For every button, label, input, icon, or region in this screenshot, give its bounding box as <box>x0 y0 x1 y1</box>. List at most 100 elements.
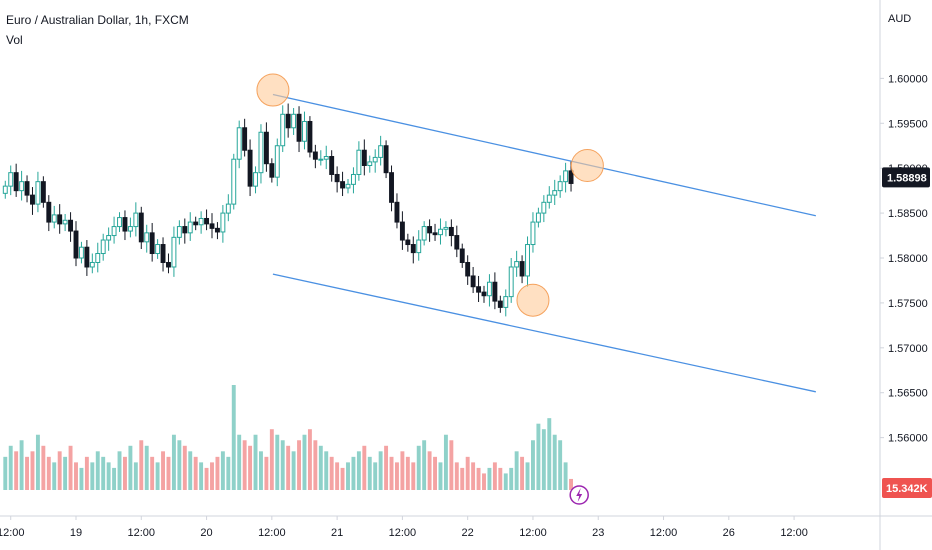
volume-bar <box>384 445 389 490</box>
volume-bar <box>101 456 106 490</box>
last-price-flag <box>882 167 930 188</box>
candle-body <box>405 239 411 246</box>
volume-bar <box>509 467 514 490</box>
time-tick-label: 23 <box>592 527 604 539</box>
lightning-icon[interactable] <box>569 485 589 505</box>
volume-bar <box>106 462 111 490</box>
volume-bar <box>291 451 296 490</box>
price-tick-label: 1.59500 <box>888 118 928 130</box>
candle-body <box>280 113 286 147</box>
volume-bar <box>547 418 552 490</box>
volume-bar <box>335 462 340 490</box>
candle-body <box>492 281 498 302</box>
price-tick-label: 1.58000 <box>888 253 928 265</box>
volume-bar <box>204 467 209 490</box>
volume-bar <box>449 440 454 490</box>
candle-body <box>247 149 253 187</box>
candle-body <box>503 296 509 308</box>
volume-bar <box>182 445 187 490</box>
candle-body <box>51 214 57 223</box>
volume-bar <box>248 445 253 490</box>
candle-body <box>204 217 210 225</box>
candle-body <box>225 203 231 214</box>
candle-body <box>519 261 525 277</box>
candle-body <box>541 201 547 214</box>
volume-bar <box>514 451 519 490</box>
volume-bar <box>324 451 329 490</box>
candle-body <box>258 131 264 174</box>
candle-body <box>106 235 112 241</box>
volume-bars <box>3 385 573 490</box>
candle-body <box>546 194 552 203</box>
candle-body <box>476 286 482 293</box>
volume-bar <box>133 462 138 490</box>
candle-body <box>176 226 182 238</box>
candle-body <box>410 244 416 254</box>
candle-body <box>274 145 280 178</box>
candle-body <box>329 156 335 175</box>
channel-line-lower[interactable] <box>272 273 816 393</box>
volume-bar <box>329 456 334 490</box>
chart-legend: Euro / Australian Dollar, 1h, FXCM Vol <box>6 10 189 50</box>
last-volume-text: 15.342K <box>886 483 928 495</box>
candle-body <box>166 261 171 268</box>
volume-bar <box>90 462 95 490</box>
time-tick-label: 12:00 <box>650 527 678 539</box>
candle-body <box>465 261 471 277</box>
candle-body <box>89 261 95 268</box>
trend-channel[interactable] <box>272 93 816 393</box>
volume-bar <box>302 434 307 490</box>
candle-body <box>530 221 536 246</box>
time-tick-label: 12:00 <box>0 527 24 539</box>
candle-body <box>2 185 8 194</box>
candle-body <box>24 181 30 196</box>
candle-body <box>198 217 204 226</box>
volume-indicator-label[interactable]: Vol <box>6 33 23 47</box>
volume-bar <box>84 456 89 490</box>
volume-bar <box>19 440 24 490</box>
candle-body <box>231 158 237 205</box>
symbol-title[interactable]: Euro / Australian Dollar, 1h, FXCM <box>6 13 189 27</box>
time-tick-label: 12:00 <box>780 527 808 539</box>
candle-body <box>84 246 90 268</box>
volume-bar <box>275 434 280 490</box>
volume-bar <box>405 456 410 490</box>
candle-body <box>13 172 19 192</box>
candle-body <box>470 275 476 288</box>
price-tick-label: 1.57000 <box>888 343 928 355</box>
time-tick-label: 12:00 <box>258 527 286 539</box>
channel-line-upper[interactable] <box>272 93 816 217</box>
time-axis[interactable]: 12:00 19 12:00 20 12:00 21 12:00 22 12:00 23 12:00… <box>0 515 932 539</box>
candle-body <box>144 232 150 243</box>
candle-body <box>285 113 291 129</box>
volume-bar <box>367 456 372 490</box>
volume-bar <box>482 473 486 490</box>
volume-bar <box>552 434 557 490</box>
volume-bar <box>30 451 35 490</box>
price-tick-label: 1.57500 <box>888 298 928 310</box>
candle-body <box>497 300 503 308</box>
candle-body <box>481 291 487 297</box>
candle-body <box>356 149 362 175</box>
volume-bar <box>269 429 274 490</box>
candle-body <box>35 181 41 205</box>
volume-bar <box>487 467 492 490</box>
candle-body <box>68 219 74 232</box>
candle-body <box>448 226 454 237</box>
volume-bar <box>139 440 144 490</box>
candle-body <box>557 181 563 192</box>
candle-body <box>253 172 258 187</box>
candle-body <box>62 219 68 225</box>
volume-bar <box>395 462 399 490</box>
volume-bar <box>14 451 19 490</box>
price-axis[interactable]: 1.600001.595001.590001.585001.580001.575… <box>879 0 928 550</box>
candle-body <box>302 120 307 142</box>
candle-body <box>552 190 558 196</box>
candle-body <box>242 127 248 151</box>
candle-body <box>361 149 367 166</box>
candle-body <box>421 226 427 241</box>
volume-bar <box>166 456 171 490</box>
volume-bar <box>351 456 356 490</box>
candle-body <box>438 228 443 236</box>
